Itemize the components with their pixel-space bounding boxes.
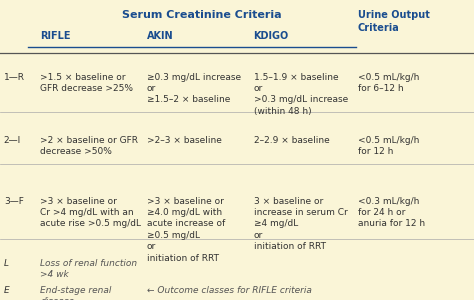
Text: 2–2.9 × baseline: 2–2.9 × baseline: [254, 136, 329, 145]
Text: >3 × baseline or
Cr >4 mg/dL with an
acute rise >0.5 mg/dL: >3 × baseline or Cr >4 mg/dL with an acu…: [40, 196, 141, 228]
Text: ← Outcome classes for RIFLE criteria: ← Outcome classes for RIFLE criteria: [147, 286, 312, 295]
Text: >2 × baseline or GFR
decrease >50%: >2 × baseline or GFR decrease >50%: [40, 136, 138, 156]
Text: 1—R: 1—R: [4, 73, 25, 82]
Text: 3 × baseline or
increase in serum Cr
≥4 mg/dL
or
initiation of RRT: 3 × baseline or increase in serum Cr ≥4 …: [254, 196, 347, 251]
Text: >3 × baseline or
≥4.0 mg/dL with
acute increase of
≥0.5 mg/dL
or
initiation of R: >3 × baseline or ≥4.0 mg/dL with acute i…: [147, 196, 225, 263]
Text: End-stage renal
disease: End-stage renal disease: [40, 286, 112, 300]
Text: 2—I: 2—I: [4, 136, 21, 145]
Text: ≥0.3 mg/dL increase
or
≥1.5–2 × baseline: ≥0.3 mg/dL increase or ≥1.5–2 × baseline: [147, 73, 241, 104]
Text: Loss of renal function
>4 wk: Loss of renal function >4 wk: [40, 259, 137, 279]
Text: <0.5 mL/kg/h
for 12 h: <0.5 mL/kg/h for 12 h: [358, 136, 419, 156]
Text: Urine Output
Criteria: Urine Output Criteria: [358, 11, 430, 33]
Text: E: E: [4, 286, 9, 295]
Text: 1.5–1.9 × baseline
or
>0.3 mg/dL increase
(within 48 h): 1.5–1.9 × baseline or >0.3 mg/dL increas…: [254, 73, 348, 116]
Text: RIFLE: RIFLE: [40, 31, 71, 40]
Text: L: L: [4, 259, 9, 268]
Text: >1.5 × baseline or
GFR decrease >25%: >1.5 × baseline or GFR decrease >25%: [40, 73, 133, 93]
Text: <0.3 mL/kg/h
for 24 h or
anuria for 12 h: <0.3 mL/kg/h for 24 h or anuria for 12 h: [358, 196, 425, 228]
Text: Serum Creatinine Criteria: Serum Creatinine Criteria: [122, 11, 281, 20]
Text: >2–3 × baseline: >2–3 × baseline: [147, 136, 222, 145]
Text: <0.5 mL/kg/h
for 6–12 h: <0.5 mL/kg/h for 6–12 h: [358, 73, 419, 93]
Text: AKIN: AKIN: [147, 31, 173, 40]
Text: 3—F: 3—F: [4, 196, 24, 206]
Text: KDIGO: KDIGO: [254, 31, 289, 40]
